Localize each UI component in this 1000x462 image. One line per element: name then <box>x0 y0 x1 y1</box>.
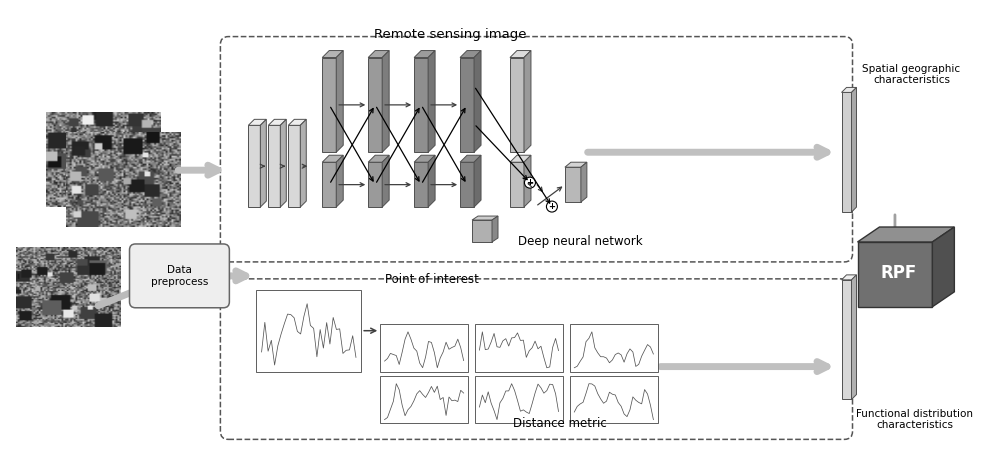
Polygon shape <box>842 87 857 92</box>
Polygon shape <box>268 125 280 207</box>
Polygon shape <box>858 242 932 307</box>
Polygon shape <box>510 50 531 58</box>
Polygon shape <box>842 280 852 400</box>
Polygon shape <box>842 275 857 280</box>
Polygon shape <box>322 162 336 207</box>
Polygon shape <box>248 125 260 207</box>
Circle shape <box>546 201 557 212</box>
Polygon shape <box>382 155 389 207</box>
Polygon shape <box>565 162 587 167</box>
Bar <box>570 376 658 423</box>
Polygon shape <box>932 227 954 307</box>
FancyBboxPatch shape <box>130 244 229 308</box>
Text: +: + <box>526 178 533 187</box>
Bar <box>380 376 468 423</box>
Polygon shape <box>322 155 343 162</box>
Bar <box>475 324 563 371</box>
Polygon shape <box>368 155 389 162</box>
Polygon shape <box>428 50 435 152</box>
Polygon shape <box>852 275 857 400</box>
Bar <box>570 324 658 371</box>
Polygon shape <box>248 119 266 125</box>
Text: Data
preprocess: Data preprocess <box>151 265 208 286</box>
Polygon shape <box>288 125 300 207</box>
Polygon shape <box>260 119 266 207</box>
Polygon shape <box>368 162 382 207</box>
Polygon shape <box>322 50 343 58</box>
Polygon shape <box>300 119 306 207</box>
Polygon shape <box>474 155 481 207</box>
Polygon shape <box>414 155 435 162</box>
Polygon shape <box>524 155 531 207</box>
Polygon shape <box>565 167 581 202</box>
Text: +: + <box>548 202 555 211</box>
Text: Point of interest: Point of interest <box>385 274 479 286</box>
Bar <box>256 290 361 371</box>
Polygon shape <box>858 227 954 242</box>
Polygon shape <box>492 216 498 242</box>
Polygon shape <box>288 119 306 125</box>
Polygon shape <box>414 50 435 58</box>
Polygon shape <box>852 87 857 212</box>
Bar <box>380 324 468 371</box>
Polygon shape <box>368 58 382 152</box>
Polygon shape <box>460 162 474 207</box>
Polygon shape <box>510 58 524 152</box>
Polygon shape <box>368 50 389 58</box>
Polygon shape <box>460 58 474 152</box>
Text: Distance metric: Distance metric <box>513 417 607 430</box>
Polygon shape <box>382 50 389 152</box>
Polygon shape <box>510 155 531 162</box>
Text: Spatial geographic
characteristics: Spatial geographic characteristics <box>862 64 960 85</box>
Text: Remote sensing image: Remote sensing image <box>374 28 526 41</box>
Polygon shape <box>322 58 336 152</box>
Text: RPF: RPF <box>880 264 916 282</box>
Polygon shape <box>472 220 492 242</box>
Polygon shape <box>842 92 852 212</box>
Polygon shape <box>474 50 481 152</box>
Polygon shape <box>460 155 481 162</box>
Polygon shape <box>268 119 286 125</box>
Polygon shape <box>460 50 481 58</box>
Polygon shape <box>428 155 435 207</box>
Polygon shape <box>336 50 343 152</box>
Polygon shape <box>524 50 531 152</box>
Polygon shape <box>581 162 587 202</box>
Polygon shape <box>510 162 524 207</box>
Text: Deep neural network: Deep neural network <box>518 236 642 249</box>
Polygon shape <box>414 162 428 207</box>
Bar <box>475 376 563 423</box>
Circle shape <box>524 177 535 188</box>
Polygon shape <box>472 216 498 220</box>
Polygon shape <box>414 58 428 152</box>
Polygon shape <box>336 155 343 207</box>
Polygon shape <box>280 119 286 207</box>
Text: Functional distribution
characteristics: Functional distribution characteristics <box>856 408 973 430</box>
